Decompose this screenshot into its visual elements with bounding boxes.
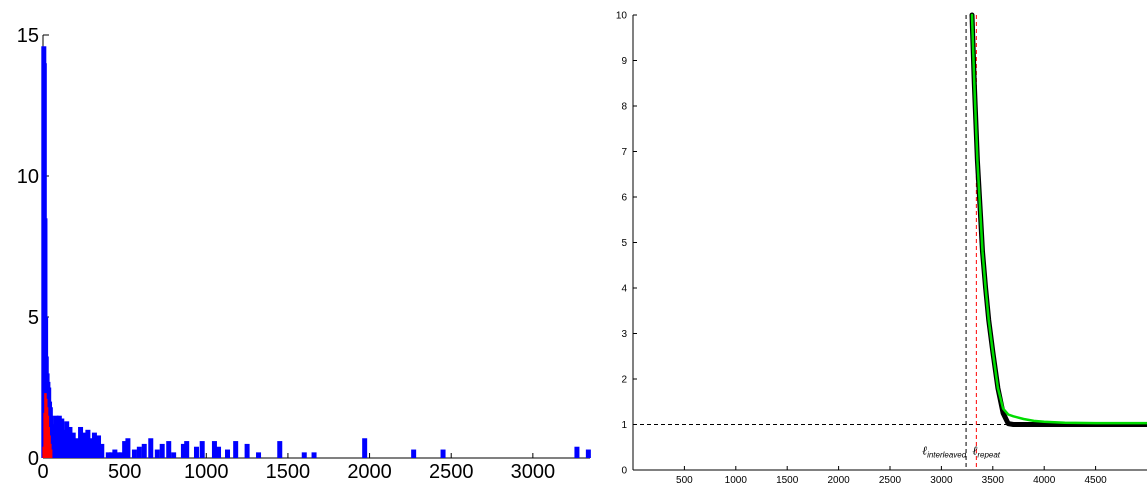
right-y-tick-label: 4 — [621, 284, 627, 295]
blue-bar — [122, 441, 128, 458]
right-y-tick-label: 0 — [621, 466, 627, 477]
left-x-tick-label: 3000 — [511, 461, 556, 483]
blue-bar — [585, 449, 591, 458]
right-x-tick-label: 4500 — [1084, 475, 1107, 485]
blue-bar — [216, 446, 222, 458]
blue-bar — [109, 452, 115, 458]
blue-bar — [78, 426, 84, 458]
right-x-tick-label: 1000 — [725, 475, 748, 485]
blue-bar — [82, 432, 88, 458]
blue-bar — [193, 446, 199, 458]
blue-bar — [256, 452, 262, 458]
left-y-tick-label: 5 — [28, 307, 39, 329]
blue-bar — [277, 441, 283, 458]
right-x-tick-label: 3000 — [930, 475, 953, 485]
blue-bar — [244, 443, 250, 458]
left-y-tick-label: 15 — [17, 25, 39, 47]
blue-bar — [85, 429, 91, 458]
left-x-tick-label: 2500 — [429, 461, 474, 483]
blue-bar — [88, 438, 94, 458]
blue-bar — [115, 452, 121, 458]
left-x-tick-label: 0 — [37, 461, 48, 483]
annotation-symbol: ℓ — [972, 444, 977, 458]
right-line-chart: 0 1 2 3 4 5 6 7 8 9 10 500 1000 1500 2000 2500 3000 3500 4… — [616, 11, 1147, 485]
blue-bar — [184, 441, 190, 458]
left-x-tick-label: 500 — [108, 461, 141, 483]
blue-bar — [53, 415, 59, 458]
blue-bar — [99, 443, 105, 458]
left-y-tick-label: 0 — [28, 448, 39, 470]
blue-bar — [148, 438, 154, 458]
red-bar — [49, 449, 53, 458]
right-y-tick-label: 7 — [621, 147, 627, 158]
blue-bar — [125, 438, 131, 458]
blue-bar — [171, 452, 177, 458]
left-x-tick-label: 1000 — [184, 461, 229, 483]
blue-bar — [411, 449, 417, 458]
blue-bar — [311, 452, 317, 458]
annotation-label: ℓinterleaved — [922, 444, 967, 460]
blue-bar — [73, 438, 79, 458]
blue-bar — [136, 446, 142, 458]
blue-bar — [91, 432, 97, 458]
blue-bar — [64, 421, 70, 458]
blue-bar — [199, 441, 205, 458]
right-x-tick-label: 2500 — [879, 475, 902, 485]
black-curve — [969, 12, 1147, 427]
left-y-tick-label: 10 — [17, 166, 39, 188]
blue-bar — [112, 449, 118, 458]
right-x-tick-label: 3500 — [982, 475, 1005, 485]
blue-bar — [301, 452, 307, 458]
right-x-tick-label: 4000 — [1033, 475, 1056, 485]
blue-bar — [233, 441, 239, 458]
right-x-tick-label: 500 — [676, 475, 693, 485]
blue-bar — [70, 432, 76, 458]
left-x-tick-label: 1500 — [266, 461, 311, 483]
annotation-subscript: repeat — [977, 451, 1000, 460]
left-x-tick-label: 2000 — [347, 461, 392, 483]
blue-bar — [440, 449, 446, 458]
blue-bar — [141, 443, 147, 458]
blue-bar — [159, 443, 165, 458]
blue-bar — [118, 452, 124, 458]
blue-bar — [131, 449, 137, 458]
right-y-tick-label: 8 — [621, 102, 627, 113]
blue-bar — [211, 441, 217, 458]
blue-bar — [105, 452, 111, 458]
blue-bar — [67, 426, 73, 458]
right-x-tick-label: 1500 — [776, 475, 799, 485]
blue-bar — [96, 435, 102, 458]
blue-bar — [362, 438, 368, 458]
right-y-tick-label: 9 — [621, 56, 627, 67]
right-y-tick-label: 2 — [621, 375, 627, 386]
green-curve — [970, 13, 1147, 425]
left-bar-chart: 0 5 10 15 0 500 1000 1500 2000 2500 3000 — [17, 25, 591, 483]
annotation-subscript: interleaved — [927, 451, 967, 460]
blue-bar — [225, 449, 231, 458]
right-x-tick-label: 2000 — [827, 475, 850, 485]
blue-bar — [154, 449, 160, 458]
right-y-tick-label: 3 — [621, 329, 627, 340]
annotation-symbol: ℓ — [922, 444, 927, 458]
blue-bar — [574, 446, 580, 458]
right-y-tick-label: 5 — [621, 238, 627, 249]
right-y-tick-label: 10 — [616, 11, 628, 22]
right-y-tick-label: 1 — [621, 420, 627, 431]
annotation-label: ℓrepeat — [972, 444, 1000, 460]
blue-bar — [180, 443, 186, 458]
blue-bar — [166, 441, 172, 458]
right-y-tick-label: 6 — [621, 193, 627, 204]
